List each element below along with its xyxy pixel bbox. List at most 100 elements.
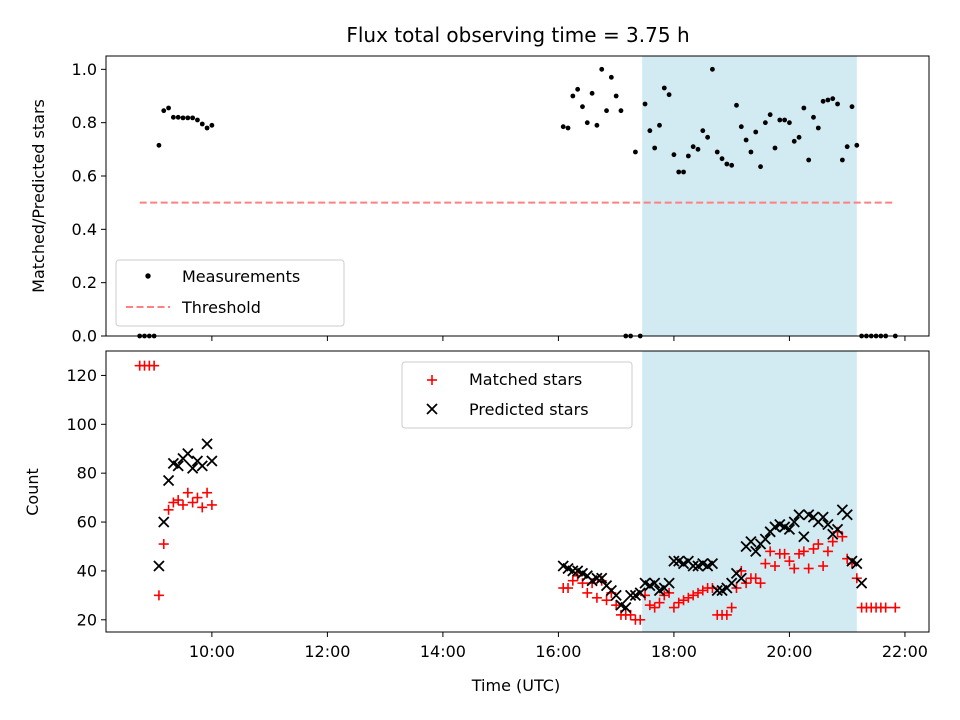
predicted-point-66-b <box>817 511 829 523</box>
predicted-point-9 <box>196 460 208 472</box>
predicted-point-10 <box>201 438 213 450</box>
measurement-point-8 <box>175 114 181 120</box>
predicted-point-25-b <box>620 601 632 614</box>
matched-point-34 <box>644 600 655 611</box>
count-legend-frame <box>401 361 633 429</box>
predicted-point-36-b <box>673 555 685 567</box>
predicted-point-4 <box>172 460 184 472</box>
ratio-legend: Measurements Threshold <box>115 259 345 327</box>
predicted-point-62-b <box>798 531 810 543</box>
measurement-point-40 <box>676 169 682 175</box>
count-marks <box>134 360 901 625</box>
predicted-point-72-b <box>846 555 858 567</box>
measurement-point-33 <box>642 101 648 107</box>
measurement-point-22 <box>589 90 595 96</box>
matched-point-17 <box>563 583 574 594</box>
predicted-point-74 <box>855 577 868 589</box>
predicted-point-60-b <box>788 516 800 528</box>
matched-point-23 <box>591 592 602 603</box>
matched-point-6 <box>163 504 174 515</box>
measurement-point-61 <box>777 117 783 123</box>
measurement-point-17 <box>565 125 571 131</box>
measurement-point-53 <box>738 124 744 130</box>
matched-point-65 <box>794 548 805 559</box>
measurement-point-77 <box>854 142 860 148</box>
measurement-point-4 <box>156 142 162 148</box>
predicted-point-13-b <box>562 562 574 575</box>
matched-point-43 <box>688 590 699 601</box>
predicted-point-57-b <box>774 518 786 531</box>
ratio-axes: 0.0 0.2 0.4 0.6 0.8 1.0 <box>72 55 930 346</box>
predicted-point-20 <box>596 572 608 584</box>
predicted-point-19-b <box>591 572 603 584</box>
top-y-tick-label-4: 0.8 <box>72 113 97 132</box>
legend-matched-label: Matched stars <box>469 370 582 389</box>
measurement-point-23 <box>594 122 600 128</box>
matched-point-11 <box>187 497 198 508</box>
predicted-point-73-b <box>851 557 863 570</box>
measurement-point-64 <box>791 138 797 144</box>
measurement-point-12 <box>195 117 200 123</box>
measurement-point-46 <box>705 134 711 140</box>
ratio-legend-frame <box>115 259 345 327</box>
legend-predicted-cross-b <box>426 403 438 415</box>
bot-y-tick-label-2: 60 <box>77 513 97 532</box>
predicted-point-0 <box>153 560 165 572</box>
matched-point-5 <box>158 539 169 550</box>
predicted-point-23 <box>610 589 622 601</box>
matched-point-21 <box>582 587 593 598</box>
predicted-point-35-b <box>668 555 680 567</box>
measurement-point-48 <box>714 149 720 155</box>
matched-point-58 <box>760 558 771 569</box>
predicted-point-25 <box>620 601 632 614</box>
predicted-point-39 <box>687 560 699 572</box>
predicted-point-67 <box>822 518 834 531</box>
legend-predicted-label: Predicted stars <box>469 400 589 419</box>
matched-point-83 <box>880 602 891 613</box>
predicted-point-49-b <box>735 572 747 584</box>
measurement-point-68 <box>811 114 816 120</box>
panel-counts: 20 40 60 80 100 120 10:00 12:00 14:00 16:00 18:00 2… <box>23 350 930 661</box>
measurement-point-9 <box>180 115 186 121</box>
bot-y-tick-label-4: 100 <box>66 415 97 434</box>
measurement-point-69 <box>815 125 821 131</box>
measurement-point-71 <box>825 97 831 103</box>
predicted-point-26 <box>624 589 637 601</box>
measurement-point-60 <box>772 145 778 151</box>
measurement-point-74 <box>839 157 845 163</box>
legend-measurements-marker <box>145 273 151 279</box>
x-tick-label-3: 16:00 <box>535 642 581 661</box>
matched-point-70 <box>818 561 829 572</box>
matched-point-50 <box>721 609 732 620</box>
measurement-point-20 <box>580 104 585 110</box>
matched-point-13 <box>197 502 208 513</box>
measurement-point-7 <box>170 114 176 120</box>
measurement-point-70 <box>820 98 826 104</box>
predicted-point-31-b <box>649 577 661 589</box>
top-y-tick-label-5: 1.0 <box>72 60 97 79</box>
measurement-point-58 <box>762 120 768 126</box>
matched-point-18 <box>567 575 578 586</box>
predicted-point-63-b <box>803 509 815 521</box>
predicted-point-39-b <box>687 560 699 572</box>
matched-point-8 <box>173 495 184 506</box>
predicted-point-7-b <box>186 462 199 474</box>
measurement-point-72 <box>830 96 836 102</box>
x-tick-label-0: 10:00 <box>189 642 235 661</box>
predicted-point-29-b <box>639 577 651 589</box>
matched-point-25 <box>601 595 612 606</box>
predicted-point-28 <box>634 587 646 599</box>
predicted-point-74-b <box>855 577 868 589</box>
matched-point-59 <box>765 546 776 557</box>
predicted-point-11 <box>206 455 218 467</box>
legend-matched-plus <box>427 375 437 385</box>
measurement-point-36 <box>657 122 662 128</box>
measurement-point-19 <box>575 86 581 92</box>
matched-point-68 <box>808 543 819 554</box>
predicted-point-66 <box>817 511 829 523</box>
measurement-point-39 <box>671 152 677 158</box>
matched-point-66 <box>798 546 809 557</box>
count-legend: Matched stars Predicted stars <box>401 361 633 429</box>
x-tick-label-1: 12:00 <box>304 642 350 661</box>
